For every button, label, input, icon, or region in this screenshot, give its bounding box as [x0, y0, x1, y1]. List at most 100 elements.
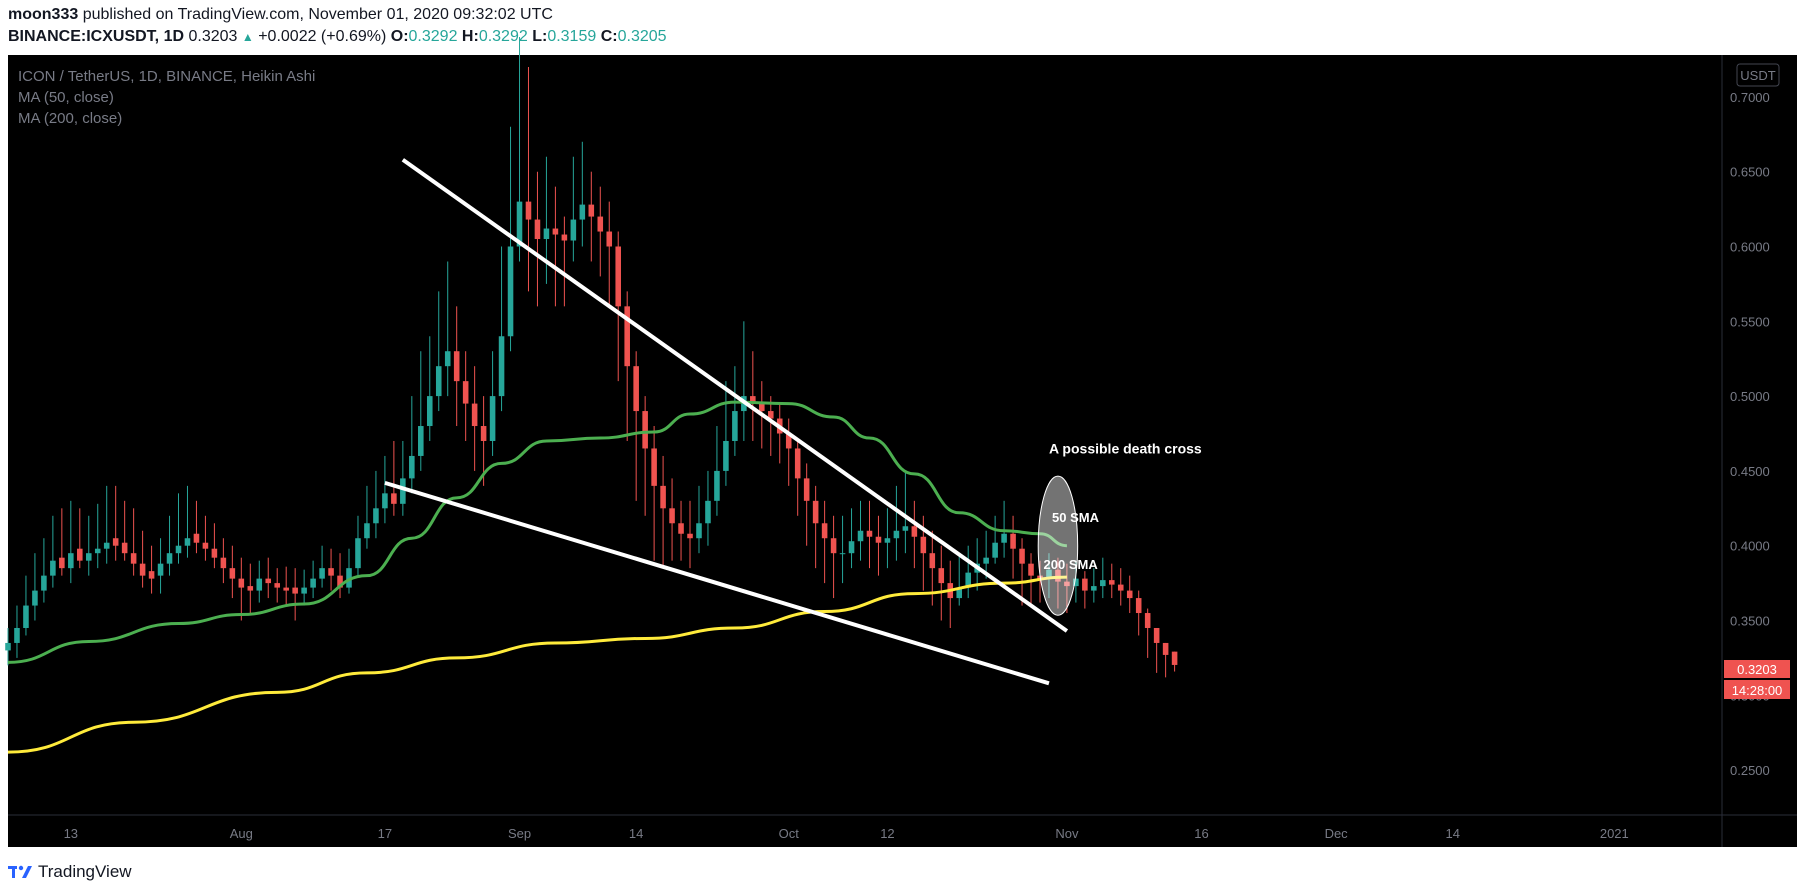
candle-body[interactable]	[1100, 580, 1106, 587]
candle-body[interactable]	[462, 381, 469, 404]
candle-body[interactable]	[588, 204, 595, 217]
candle-body[interactable]	[624, 306, 630, 367]
candle-body[interactable]	[435, 366, 442, 397]
candle-body[interactable]	[220, 557, 227, 569]
candle-body[interactable]	[983, 557, 989, 564]
candle-body[interactable]	[426, 396, 433, 427]
candle-body[interactable]	[938, 568, 945, 584]
candle-body[interactable]	[59, 557, 65, 569]
candle-body[interactable]	[1117, 584, 1124, 591]
candle-body[interactable]	[121, 542, 128, 554]
candle-body[interactable]	[785, 433, 792, 449]
candle-body[interactable]	[1073, 578, 1079, 587]
candle-body[interactable]	[1126, 590, 1133, 599]
candle-body[interactable]	[911, 526, 918, 537]
candle-body[interactable]	[23, 605, 29, 628]
candle-body[interactable]	[525, 201, 532, 220]
candle-body[interactable]	[543, 228, 550, 240]
upper-trendline[interactable]	[401, 158, 1069, 633]
candle-body[interactable]	[660, 485, 666, 509]
candle-body[interactable]	[130, 553, 137, 564]
candle-body[interactable]	[1153, 627, 1160, 643]
candle-body[interactable]	[292, 587, 298, 594]
candle-body[interactable]	[561, 234, 568, 241]
candle-body[interactable]	[41, 575, 47, 591]
candle-body[interactable]	[5, 642, 11, 651]
candle-body[interactable]	[346, 568, 352, 588]
candle-body[interactable]	[830, 538, 837, 554]
candle-body[interactable]	[166, 553, 173, 564]
candle-body[interactable]	[274, 583, 280, 588]
candle-body[interactable]	[409, 455, 415, 479]
candle-body[interactable]	[534, 219, 541, 240]
candle-body[interactable]	[965, 572, 971, 588]
candle-body[interactable]	[1144, 613, 1151, 628]
candle-body[interactable]	[310, 578, 316, 588]
candle-body[interactable]	[732, 411, 738, 441]
lower-trendline[interactable]	[384, 480, 1050, 686]
candle-body[interactable]	[480, 426, 487, 441]
candle-body[interactable]	[750, 396, 756, 404]
candle-body[interactable]	[202, 542, 209, 549]
currency-button[interactable]: USDT	[1736, 63, 1780, 87]
candle-body[interactable]	[1046, 569, 1052, 579]
candle-body[interactable]	[193, 533, 200, 543]
candle-body[interactable]	[68, 553, 74, 569]
candle-body[interactable]	[848, 541, 855, 554]
candle-body[interactable]	[696, 523, 702, 539]
candle-body[interactable]	[839, 553, 846, 555]
candle-body[interactable]	[418, 426, 424, 456]
candle-body[interactable]	[139, 563, 146, 576]
candle-body[interactable]	[570, 219, 577, 241]
candle-body[interactable]	[175, 545, 182, 554]
candle-body[interactable]	[669, 508, 675, 524]
candle-body[interactable]	[606, 231, 613, 247]
candle-body[interactable]	[337, 575, 343, 588]
candle-body[interactable]	[489, 396, 496, 441]
candle-body[interactable]	[642, 411, 648, 449]
candle-body[interactable]	[14, 627, 20, 643]
candle-body[interactable]	[1010, 533, 1016, 549]
candle-body[interactable]	[929, 553, 936, 569]
candle-body[interactable]	[94, 548, 101, 554]
candle-body[interactable]	[364, 523, 370, 539]
candle-body[interactable]	[687, 533, 693, 539]
candle-body[interactable]	[875, 536, 882, 543]
candle-body[interactable]	[103, 542, 110, 549]
candle-body[interactable]	[453, 351, 460, 382]
candle-body[interactable]	[803, 478, 810, 501]
candle-body[interactable]	[283, 587, 289, 591]
candle-body[interactable]	[615, 246, 622, 307]
candle-body[interactable]	[705, 500, 711, 524]
candle-body[interactable]	[1135, 598, 1142, 614]
candle-body[interactable]	[184, 538, 191, 546]
candle-body[interactable]	[1162, 642, 1169, 655]
candle-body[interactable]	[857, 530, 864, 542]
candle-body[interactable]	[794, 448, 801, 479]
candle-body[interactable]	[319, 568, 325, 579]
plot-area[interactable]	[8, 55, 1722, 815]
candle-body[interactable]	[400, 478, 406, 504]
candle-body[interactable]	[112, 538, 119, 546]
candle-body[interactable]	[1019, 548, 1025, 564]
candle-body[interactable]	[1171, 651, 1178, 665]
candle-body[interactable]	[373, 508, 379, 524]
candle-body[interactable]	[714, 470, 720, 501]
candle-body[interactable]	[301, 587, 307, 594]
candle-body[interactable]	[678, 523, 684, 534]
time-axis[interactable]	[8, 815, 1797, 847]
candle-body[interactable]	[1064, 581, 1070, 587]
candle-body[interactable]	[85, 553, 92, 561]
candle-body[interactable]	[238, 578, 245, 588]
candle-body[interactable]	[516, 201, 523, 247]
candle-body[interactable]	[552, 228, 559, 235]
candle-body[interactable]	[77, 548, 83, 561]
candle-body[interactable]	[471, 403, 478, 427]
death-cross-ellipse[interactable]	[1037, 475, 1079, 616]
candle-body[interactable]	[812, 500, 819, 524]
candle-body[interactable]	[265, 578, 272, 584]
candle-body[interactable]	[1108, 580, 1115, 585]
candle-body[interactable]	[32, 590, 38, 606]
candle-body[interactable]	[902, 526, 909, 531]
